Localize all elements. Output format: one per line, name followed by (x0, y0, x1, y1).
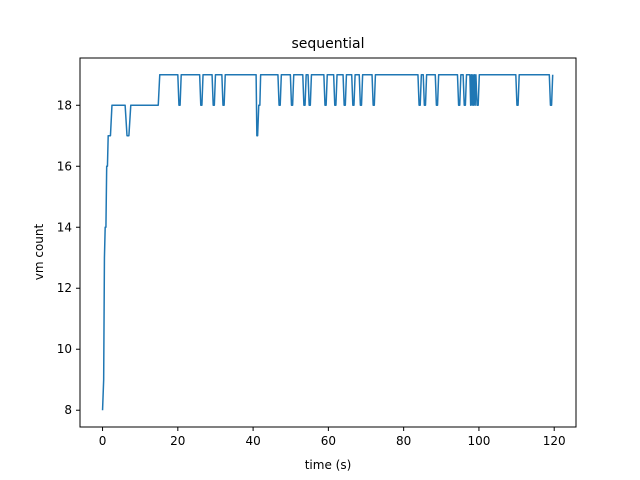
series-line-layer (101, 74, 554, 411)
series-line (101, 74, 554, 411)
axes-frame (79, 57, 577, 428)
x-tick-label: 0 (99, 434, 107, 448)
y-tick-label: 14 (57, 220, 72, 234)
y-axis-label: vm count (32, 223, 46, 280)
y-tick-label: 18 (57, 98, 72, 112)
x-tick-label: 20 (170, 434, 185, 448)
x-tick-label: 100 (467, 434, 490, 448)
x-axis-ticks: 0 20 40 60 80 100 120 (99, 427, 566, 448)
x-tick-label: 120 (543, 434, 566, 448)
x-tick-label: 40 (245, 434, 260, 448)
y-tick-label: 12 (57, 281, 72, 295)
y-axis-ticks: 8 10 12 14 16 18 (57, 98, 80, 417)
x-tick-label: 80 (396, 434, 411, 448)
y-tick-label: 10 (57, 342, 72, 356)
y-tick-label: 16 (57, 159, 72, 173)
y-tick-label: 8 (64, 403, 72, 417)
x-tick-label: 60 (321, 434, 336, 448)
x-axis-label: time (s) (305, 458, 352, 472)
chart-title: sequential (291, 36, 364, 52)
